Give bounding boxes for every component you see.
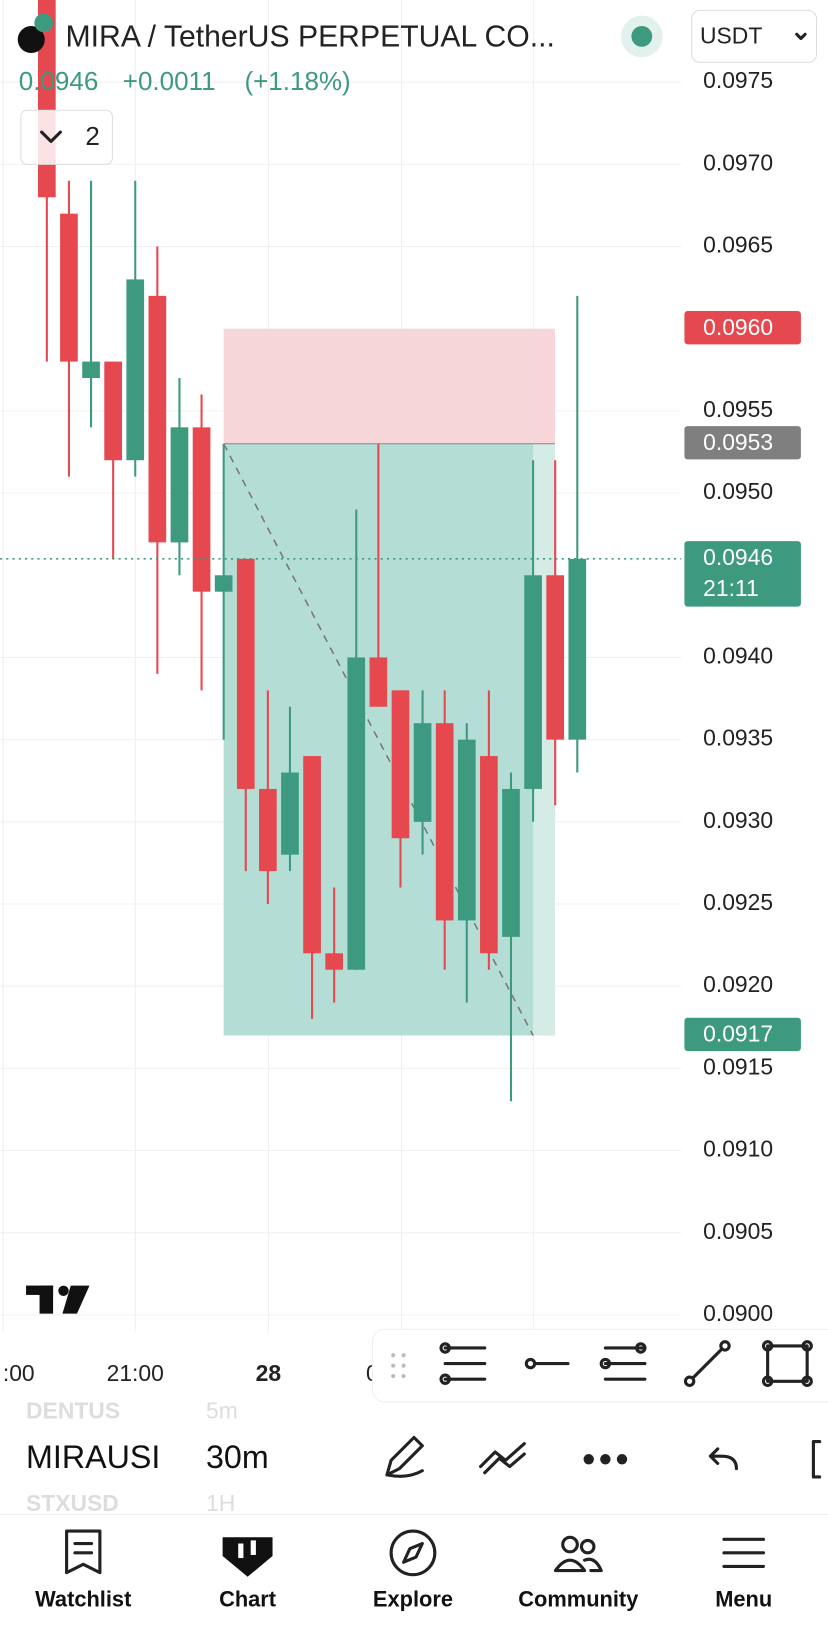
price-tag-label: 0.0960 [703, 314, 773, 340]
price-tag [684, 1017, 801, 1052]
price-tag-label: 0.0953 [703, 429, 773, 455]
ray-tool[interactable] [524, 1357, 570, 1370]
y-tick-label: 0.0930 [703, 807, 773, 833]
stop-zone [223, 328, 555, 444]
x-tick-label: 28 [256, 1360, 282, 1386]
more-button[interactable] [583, 1454, 628, 1465]
interval-option[interactable]: 1H [206, 1490, 235, 1516]
y-tick-label: 0.0955 [703, 396, 773, 422]
candle-body [126, 279, 145, 461]
candle-body [457, 739, 476, 921]
candle-body [391, 690, 410, 839]
interval-option[interactable]: 30m [206, 1439, 269, 1475]
y-tick-label: 0.0970 [703, 149, 773, 175]
candle-body [236, 558, 255, 789]
draw-button[interactable] [385, 1435, 424, 1478]
quote-label: USDT [700, 22, 762, 48]
candle-body [480, 756, 498, 954]
status-dot [631, 26, 653, 47]
tab-label[interactable]: Explore [373, 1586, 453, 1611]
countdown-label: 21:11 [703, 575, 759, 601]
candle-body [303, 756, 321, 954]
price-axis: 0.0975 0.0970 0.0965 0.0955 0.0950 0.0940 0.09… [684, 67, 801, 1326]
y-tick-label: 0.0900 [703, 1300, 773, 1326]
last-price: 0.0946 [19, 66, 99, 96]
candle-body [435, 723, 454, 921]
chevron [40, 130, 62, 144]
trendline-tool[interactable] [683, 1340, 731, 1387]
explore-icon[interactable] [389, 1529, 437, 1577]
y-tick-label: 0.0940 [703, 642, 773, 668]
candle-body [524, 575, 542, 789]
candle-body [60, 213, 78, 362]
candle-body [281, 772, 299, 855]
y-tick-label: 0.0935 [703, 725, 773, 751]
interval-option[interactable]: 5m [206, 1398, 238, 1424]
position-tool[interactable] [222, 328, 555, 1036]
price-change: +0.0011 [123, 66, 216, 96]
price-change-pct: (+1.18%) [244, 66, 350, 96]
tradingview-logo [26, 1285, 90, 1314]
community-icon[interactable] [553, 1535, 603, 1573]
y-tick-label: 0.0905 [703, 1218, 773, 1244]
y-tick-label: 0.0965 [703, 232, 773, 258]
candle-body [192, 427, 211, 592]
candle-body [568, 558, 587, 740]
price-tag [684, 541, 801, 607]
symbol-option[interactable]: MIRAUSI [26, 1439, 160, 1475]
y-tick-label: 0.0915 [703, 1053, 773, 1079]
indicators-toggle[interactable] [20, 109, 113, 165]
candle-body [104, 361, 122, 461]
candle-body [369, 657, 388, 707]
indicators-button[interactable] [479, 1442, 526, 1475]
candle-body [413, 723, 432, 822]
candle-body [347, 657, 366, 970]
tab-label[interactable]: Chart [219, 1586, 276, 1611]
candle-body [170, 427, 189, 543]
chart-icon[interactable] [222, 1537, 273, 1577]
tab-bar: Watchlist Chart Explore Community Menu [35, 1586, 772, 1611]
channel-tool[interactable] [599, 1342, 647, 1381]
tab-label[interactable]: Community [518, 1586, 639, 1611]
candle-body [546, 575, 565, 740]
fib-tool[interactable] [439, 1342, 487, 1385]
undo-button[interactable] [708, 1447, 738, 1471]
y-tick-label: 0.0910 [703, 1136, 773, 1162]
candle-body [325, 953, 344, 970]
toolbar-grip[interactable] [391, 1353, 406, 1379]
chevron [795, 32, 807, 41]
quote-select[interactable] [691, 9, 818, 63]
y-tick-label: 0.0920 [703, 971, 773, 997]
candle-body [148, 295, 167, 543]
target-zone [223, 443, 555, 1036]
price-tag [684, 426, 801, 460]
symbol-option[interactable]: STXUSD [26, 1490, 119, 1516]
y-tick-label: 0.0925 [703, 889, 773, 915]
menu-icon[interactable] [722, 1537, 766, 1568]
y-tick-label: 0.0975 [703, 67, 773, 93]
rectangle-tool[interactable] [761, 1340, 813, 1387]
candle-body [82, 361, 100, 379]
watchlist-icon[interactable] [65, 1529, 102, 1575]
candle-body [214, 575, 233, 592]
symbol-icon [17, 26, 45, 54]
candle-body [502, 788, 520, 937]
indicators-count: 2 [85, 121, 99, 151]
tab-label[interactable]: Watchlist [35, 1586, 131, 1611]
candle-body [259, 788, 277, 872]
x-tick-label: 21:00 [107, 1360, 164, 1386]
price-tag [684, 311, 801, 345]
symbol-title[interactable]: MIRA / TetherUS PERPETUAL CO... [66, 20, 555, 53]
y-tick-label: 0.0950 [703, 478, 773, 504]
symbol-icon-badge [34, 13, 54, 33]
price-tag-label: 0.0946 [703, 544, 773, 570]
price-tag-label: 0.0917 [703, 1021, 773, 1047]
symbol-picker[interactable]: DENTUS MIRAUSI STXUSD 5m 30m 1H [26, 1398, 269, 1517]
symbol-option[interactable]: DENTUS [26, 1398, 120, 1424]
x-tick-label: :00 [3, 1360, 35, 1386]
fullscreen-button[interactable] [811, 1440, 822, 1479]
tab-label[interactable]: Menu [715, 1586, 772, 1611]
